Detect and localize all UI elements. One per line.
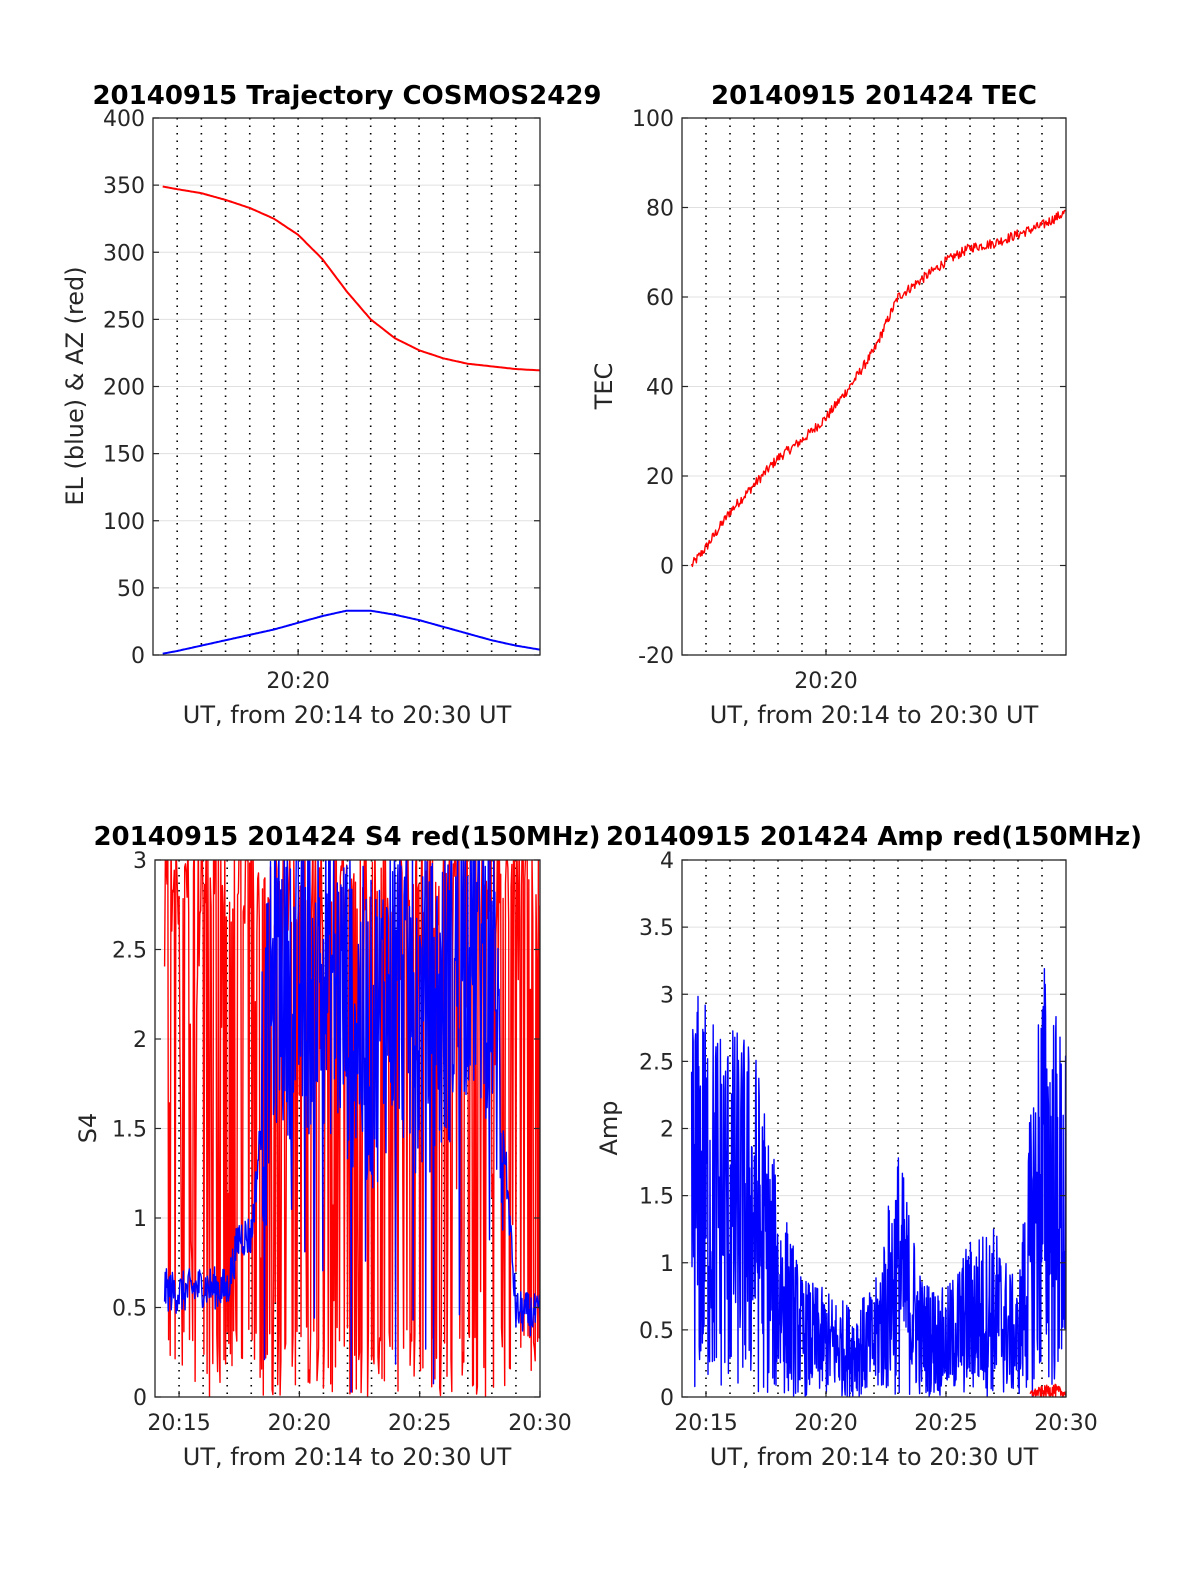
panel-4-xlabel: UT, from 20:14 to 20:30 UT <box>710 1443 1039 1471</box>
y-tick-label: 200 <box>103 376 145 401</box>
y-tick-label: 150 <box>103 443 145 468</box>
y-tick-label: 40 <box>646 376 674 401</box>
y-tick-label: 1 <box>660 1252 674 1277</box>
y-tick-label: 1 <box>133 1207 147 1232</box>
x-tick-label: 20:30 <box>508 1411 571 1436</box>
x-tick-label: 20:20 <box>268 1411 331 1436</box>
y-tick-label: 80 <box>646 197 674 222</box>
panel-4-ticks: 0 0.5 1 1.5 2 2.5 3 3.5 4 20:15 20:20 20:25 20:30 <box>639 849 1098 1436</box>
y-tick-label: 250 <box>103 308 145 333</box>
panel-2-title: 20140915 201424 TEC <box>711 81 1037 111</box>
y-tick-label: 0.5 <box>639 1319 674 1344</box>
y-tick-label: 4 <box>660 849 674 874</box>
panel-tec: 20140915 201424 TEC UT, from 20:14 to 20… <box>590 81 1067 729</box>
series-group <box>690 968 1066 1397</box>
series-line <box>162 185 540 372</box>
panel-amp: 20140915 201424 Amp red(150MHz) UT, from… <box>595 822 1142 1471</box>
panel-4-title: 20140915 201424 Amp red(150MHz) <box>606 822 1142 852</box>
panel-1-ticks: 0 50 100 150 200 250 300 350 400 20:20 <box>103 107 540 694</box>
x-tick-label: 20:20 <box>794 1411 857 1436</box>
panel-3-axes <box>154 859 541 1398</box>
x-tick-label: 20:15 <box>147 1411 210 1436</box>
series-line <box>690 209 1066 568</box>
y-tick-label: 2.5 <box>639 1050 674 1075</box>
series-group <box>690 209 1066 568</box>
y-tick-label: 2.5 <box>112 939 147 964</box>
series-line <box>162 609 540 655</box>
panel-4-series <box>690 968 1066 1397</box>
y-tick-label: 2 <box>660 1118 674 1143</box>
panel-2-axes <box>681 117 1067 656</box>
panel-3-xlabel: UT, from 20:14 to 20:30 UT <box>183 1443 512 1471</box>
x-tick-label: 20:15 <box>674 1411 737 1436</box>
x-tick-label: 20:30 <box>1034 1411 1097 1436</box>
y-tick-label: 100 <box>632 107 674 132</box>
x-tick-label: 20:20 <box>266 669 329 694</box>
y-tick-label: 100 <box>103 510 145 535</box>
y-tick-label: 0.5 <box>112 1297 147 1322</box>
panel-3-ticks: 0 0.5 1 1.5 2 2.5 3 20:15 20:20 20:25 20:30 <box>112 849 572 1436</box>
y-tick-label: 3.5 <box>639 916 674 941</box>
panel-s4: 20140915 201424 S4 red(150MHz) UT, from … <box>74 822 601 1471</box>
y-tick-label: 1.5 <box>639 1185 674 1210</box>
x-tick-label: 20:20 <box>794 669 857 694</box>
y-tick-label: 60 <box>646 286 674 311</box>
y-tick-label: 20 <box>646 465 674 490</box>
panel-4-ylabel: Amp <box>595 1100 623 1155</box>
series-group <box>162 185 540 655</box>
panel-1-ylabel: EL (blue) & AZ (red) <box>61 266 89 505</box>
panel-2-series <box>690 209 1066 568</box>
panel-1-title: 20140915 Trajectory COSMOS2429 <box>92 81 601 111</box>
y-tick-label: 0 <box>660 555 674 580</box>
panel-2-xlabel: UT, from 20:14 to 20:30 UT <box>710 701 1039 729</box>
y-tick-label: 0 <box>131 644 145 669</box>
panel-4-axes <box>681 859 1067 1398</box>
y-tick-label: 300 <box>103 241 145 266</box>
series-group <box>163 860 540 1397</box>
y-tick-label: 350 <box>103 174 145 199</box>
y-tick-label: 50 <box>117 577 145 602</box>
panel-trajectory: 20140915 Trajectory COSMOS2429 UT, from … <box>61 81 602 729</box>
panel-2-ylabel: TEC <box>590 363 618 411</box>
panel-1-axes <box>152 117 541 656</box>
y-tick-label: 0 <box>660 1386 674 1411</box>
series-line <box>163 860 540 1397</box>
series-line <box>163 860 540 1393</box>
y-tick-label: 2 <box>133 1028 147 1053</box>
y-tick-label: 1.5 <box>112 1118 147 1143</box>
y-tick-label: 3 <box>133 849 147 874</box>
panel-3-ylabel: S4 <box>74 1113 102 1144</box>
panel-3-title: 20140915 201424 S4 red(150MHz) <box>93 822 600 852</box>
y-tick-label: -20 <box>638 644 674 669</box>
x-tick-label: 20:25 <box>914 1411 977 1436</box>
panel-1-series <box>162 185 540 655</box>
series-line <box>690 968 1066 1397</box>
x-tick-label: 20:25 <box>388 1411 451 1436</box>
y-tick-label: 400 <box>103 107 145 132</box>
y-tick-label: 0 <box>133 1386 147 1411</box>
y-tick-label: 3 <box>660 983 674 1008</box>
series-line <box>1029 1383 1066 1397</box>
panel-3-series <box>163 860 540 1397</box>
panel-1-xlabel: UT, from 20:14 to 20:30 UT <box>183 701 512 729</box>
